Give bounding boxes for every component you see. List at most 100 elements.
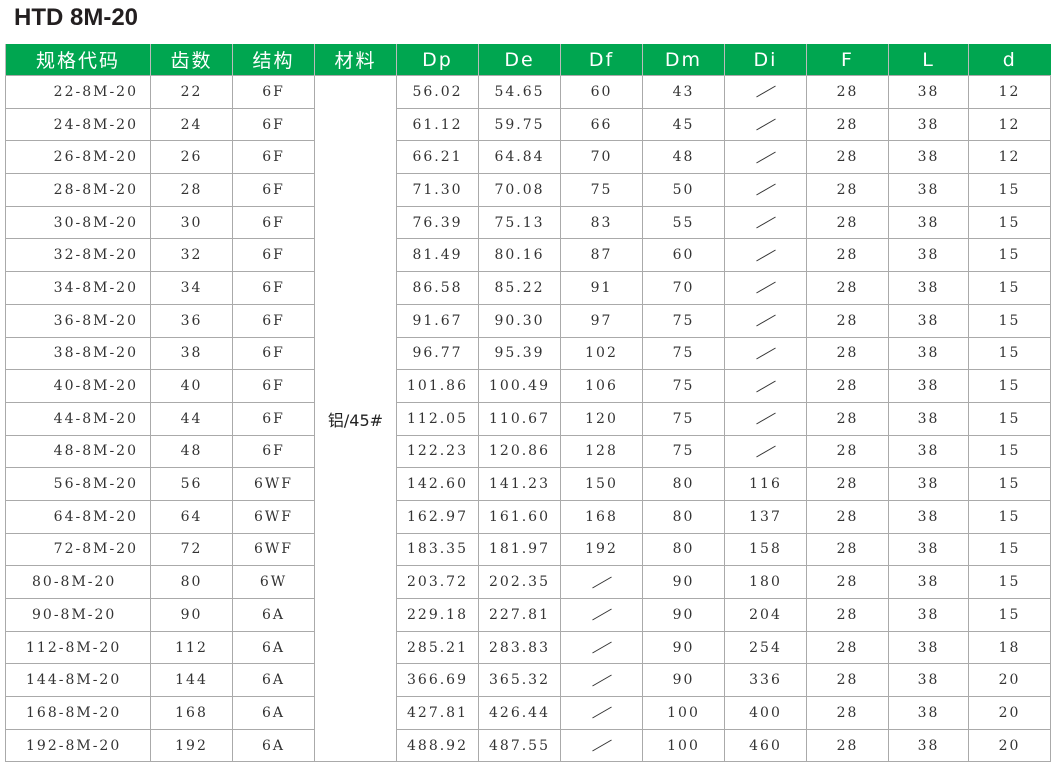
table-cell: 28 (806, 205, 889, 240)
table-cell (724, 205, 807, 240)
table-cell: 28 (806, 630, 889, 665)
table-cell: 28 (806, 336, 889, 371)
column-header: F (806, 44, 889, 76)
table-cell: 38 (888, 107, 969, 142)
table-cell: 56 (150, 467, 233, 501)
table-cell: 50 (642, 173, 725, 207)
not-applicable-slash-icon (755, 314, 776, 327)
page-title: HTD 8M-20 (14, 4, 139, 31)
not-applicable-slash-icon (591, 641, 612, 654)
table-row: 90-8M-20 90 6A 229.18 227.81 90 204 28 38 15 (5, 598, 1051, 632)
table-cell: 110.67 (478, 401, 561, 436)
table-cell: 38 (888, 173, 969, 207)
table-cell: 38 (888, 369, 969, 403)
table-cell: 56.02 (396, 75, 479, 109)
table-cell: 192 (560, 532, 643, 567)
table-cell: 81.49 (396, 238, 479, 273)
table-cell (560, 598, 643, 632)
table-cell: 229.18 (396, 598, 479, 632)
table-cell: 38 (888, 205, 969, 240)
not-applicable-slash-icon (591, 739, 612, 752)
table-cell: 336 (724, 663, 807, 698)
table-cell: 6F (232, 75, 315, 109)
table-cell: 6F (232, 107, 315, 142)
table-cell (724, 271, 807, 305)
table-cell: 96.77 (396, 336, 479, 371)
table-cell: 487.55 (478, 728, 561, 763)
table-cell: 26 (150, 140, 233, 175)
table-cell: 20 (968, 696, 1051, 730)
table-cell: 120 (560, 401, 643, 436)
table-cell: 38 (150, 336, 233, 371)
table-cell: 36-8M-20 (5, 303, 151, 338)
table-cell: 192-8M-20 (5, 728, 151, 763)
table-cell: 60 (560, 75, 643, 109)
table-row: 168-8M-20 168 6A 427.81 426.44 100 400 28 38 20 (5, 696, 1051, 730)
table-cell: 71.30 (396, 173, 479, 207)
table-cell: 61.12 (396, 107, 479, 142)
table-cell: 6F (232, 205, 315, 240)
table-cell: 32 (150, 238, 233, 273)
table-row: 192-8M-20 192 6A 488.92 487.55 100 460 28 38 20 (5, 728, 1051, 763)
table-cell: 38 (888, 565, 969, 599)
table-cell: 38 (888, 663, 969, 698)
table-cell: 48 (150, 434, 233, 469)
table-row: 24-8M-20 24 6F 61.12 59.75 66 45 28 38 12 (5, 107, 1051, 142)
table-cell: 80 (150, 565, 233, 599)
table-cell: 90 (150, 598, 233, 632)
table-cell: 15 (968, 303, 1051, 338)
table-cell: 38 (888, 728, 969, 763)
table-cell: 75 (642, 401, 725, 436)
table-cell: 75 (642, 434, 725, 469)
table-cell: 183.35 (396, 532, 479, 567)
table-cell: 427.81 (396, 696, 479, 730)
table-cell: 80 (642, 467, 725, 501)
table-cell: 90 (642, 630, 725, 665)
table-cell: 20 (968, 663, 1051, 698)
table-cell: 28 (806, 303, 889, 338)
table-cell: 202.35 (478, 565, 561, 599)
table-cell: 83 (560, 205, 643, 240)
table-row: 72-8M-20 72 6WF 183.35 181.97 192 80 158 28 38 15 (5, 532, 1051, 567)
table-cell: 181.97 (478, 532, 561, 567)
not-applicable-slash-icon (591, 576, 612, 589)
table-cell: 227.81 (478, 598, 561, 632)
table-cell: 100.49 (478, 369, 561, 403)
table-cell: 6WF (232, 532, 315, 567)
not-applicable-slash-icon (755, 183, 776, 196)
not-applicable-slash-icon (755, 347, 776, 360)
column-header: 结构 (232, 44, 315, 76)
table-row: 64-8M-20 64 6WF 162.97 161.60 168 80 137 28 38 15 (5, 499, 1051, 534)
not-applicable-slash-icon (591, 674, 612, 687)
table-cell: 80 (642, 532, 725, 567)
table-cell: 488.92 (396, 728, 479, 763)
table-cell (724, 369, 807, 403)
table-cell: 64.84 (478, 140, 561, 175)
table-cell: 87 (560, 238, 643, 273)
table-cell: 48-8M-20 (5, 434, 151, 469)
not-applicable-slash-icon (755, 249, 776, 262)
table-cell: 75 (642, 369, 725, 403)
table-cell: 91.67 (396, 303, 479, 338)
table-cell: 34-8M-20 (5, 271, 151, 305)
table-cell (724, 401, 807, 436)
table-cell: 85.22 (478, 271, 561, 305)
table-cell: 15 (968, 598, 1051, 632)
table-cell: 6F (232, 238, 315, 273)
table-cell (724, 238, 807, 273)
table-cell: 24-8M-20 (5, 107, 151, 142)
table-cell (724, 75, 807, 109)
table-cell: 38 (888, 696, 969, 730)
table-cell: 90 (642, 565, 725, 599)
table-cell: 38 (888, 598, 969, 632)
column-header: L (888, 44, 969, 76)
table-cell: 168 (150, 696, 233, 730)
table-cell: 120.86 (478, 434, 561, 469)
table-cell: 76.39 (396, 205, 479, 240)
table-cell: 12 (968, 75, 1051, 109)
table-cell: 44-8M-20 (5, 401, 151, 436)
table-cell: 6F (232, 369, 315, 403)
table-row: 40-8M-20 40 6F 101.86 100.49 106 75 28 38 15 (5, 369, 1051, 403)
table-cell: 38 (888, 75, 969, 109)
table-cell: 28 (806, 271, 889, 305)
